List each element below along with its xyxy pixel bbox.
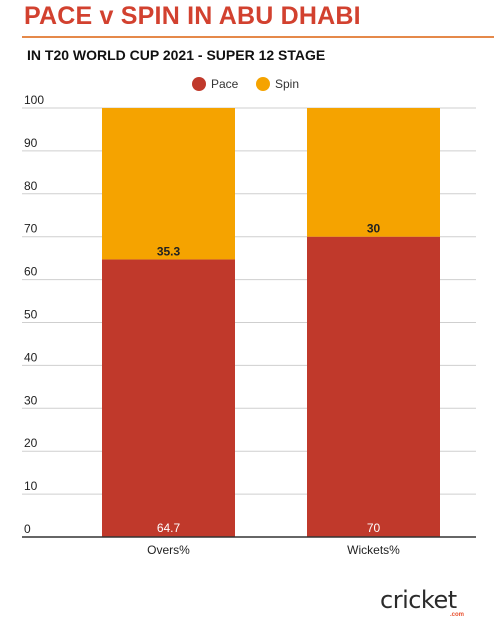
y-tick-label: 50 [24,308,38,322]
y-tick-label: 30 [24,393,38,407]
bar-spin [307,108,440,237]
legend-label-pace: Pace [211,77,239,91]
chart-subtitle: IN T20 WORLD CUP 2021 - SUPER 12 STAGE [27,47,326,63]
y-tick-label: 100 [24,93,44,107]
y-tick-label: 40 [24,350,38,364]
chart-title: PACE v SPIN IN ABU DHABI [24,2,361,30]
y-tick-label: 90 [24,136,38,150]
logo-domain: .com [450,612,465,618]
data-label-pace: 64.7 [157,521,181,535]
x-tick-label: Overs% [147,543,190,557]
y-tick-label: 80 [24,179,38,193]
bar-pace [102,259,235,537]
y-tick-label: 10 [24,479,38,493]
data-label-spin: 30 [367,222,381,236]
x-tick-label: Wickets% [347,543,400,557]
y-tick-label: 70 [24,222,38,236]
y-tick-label: 60 [24,265,38,279]
y-tick-label: 0 [24,522,31,536]
legend-marker-pace [192,77,206,91]
cricket-com-logo: cricket .com [378,586,478,620]
bar-spin [102,108,235,260]
bar-pace [307,236,440,537]
title-divider [22,36,494,38]
legend-label-spin: Spin [275,77,299,91]
data-label-spin: 35.3 [157,244,181,258]
data-label-pace: 70 [367,521,381,535]
legend-marker-spin [256,77,270,91]
logo-wordmark: cricket [380,586,457,614]
y-tick-label: 20 [24,436,38,450]
